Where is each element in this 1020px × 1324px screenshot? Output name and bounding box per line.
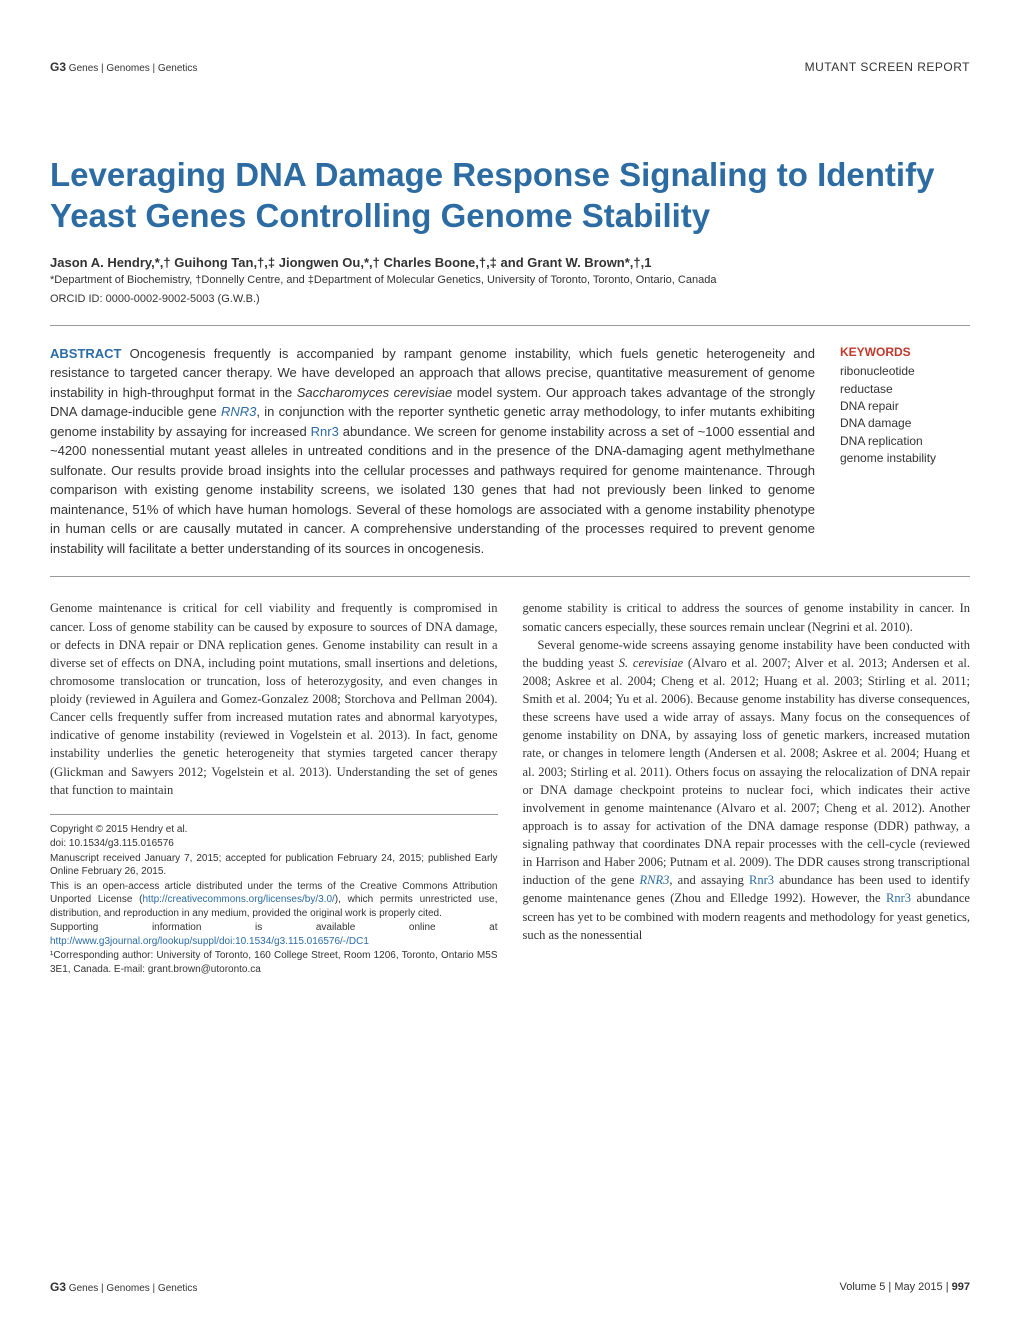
footnote-copyright: Copyright © 2015 Hendry et al. — [50, 823, 498, 837]
body-paragraph-2: genome stability is critical to address … — [523, 599, 971, 635]
page-footer: G3 Genes | Genomes | Genetics Volume 5 |… — [50, 1280, 970, 1294]
footnotes: Copyright © 2015 Hendry et al. doi: 10.1… — [50, 814, 498, 977]
keyword-item: genome instability — [840, 450, 970, 467]
abstract-gene-rnr3[interactable]: RNR3 — [221, 404, 256, 419]
body-paragraph-1: Genome maintenance is critical for cell … — [50, 599, 498, 798]
footnote-doi: doi: 10.1534/g3.115.016576 — [50, 837, 498, 851]
article-title: Leveraging DNA Damage Response Signaling… — [50, 154, 970, 237]
journal-g3-logo: G3 — [50, 60, 66, 74]
gene-rnr3-link[interactable]: RNR3 — [640, 873, 670, 887]
top-bar: G3 Genes | Genomes | Genetics MUTANT SCR… — [50, 60, 970, 74]
body-columns: Genome maintenance is critical for cell … — [50, 599, 970, 977]
orcid-id: ORCID ID: 0000-0002-9002-5003 (G.W.B.) — [50, 293, 970, 305]
keyword-item: DNA repair — [840, 398, 970, 415]
divider-bottom — [50, 576, 970, 577]
supporting-url-link[interactable]: http://www.g3journal.org/lookup/suppl/do… — [50, 936, 369, 947]
body-paragraph-3: Several genome-wide screens assaying gen… — [523, 636, 971, 944]
abstract-protein-rnr3[interactable]: Rnr3 — [311, 424, 339, 439]
abstract-part4: abundance. We screen for genome instabil… — [50, 424, 815, 556]
keywords-sidebar: KEYWORDS ribonucleotide reductase DNA re… — [840, 344, 970, 559]
abstract-text: ABSTRACT Oncogenesis frequently is accom… — [50, 344, 815, 559]
section-label: MUTANT SCREEN REPORT — [805, 60, 970, 74]
protein-rnr3-link-2[interactable]: Rnr3 — [886, 891, 911, 905]
keyword-item: DNA damage — [840, 415, 970, 432]
column-right: genome stability is critical to address … — [523, 599, 971, 977]
keyword-item: ribonucleotide reductase — [840, 363, 970, 398]
protein-rnr3-link[interactable]: Rnr3 — [749, 873, 774, 887]
abstract-label: ABSTRACT — [50, 346, 122, 361]
authors-line: Jason A. Hendry,*,† Guihong Tan,†,‡ Jion… — [50, 255, 970, 270]
abstract-block: ABSTRACT Oncogenesis frequently is accom… — [50, 344, 970, 559]
journal-brand-header: G3 Genes | Genomes | Genetics — [50, 60, 197, 74]
footnote-supporting: Supporting information is available onli… — [50, 921, 498, 948]
footer-journal-subtitle: Genes | Genomes | Genetics — [69, 1283, 198, 1294]
species-name: S. cerevisiae — [619, 656, 683, 670]
license-url-link[interactable]: http://creativecommons.org/licenses/by/3… — [142, 894, 334, 905]
footnote-license: This is an open-access article distribut… — [50, 880, 498, 921]
footer-g3-logo: G3 — [50, 1280, 66, 1294]
keyword-item: DNA replication — [840, 433, 970, 450]
keywords-label: KEYWORDS — [840, 344, 970, 361]
page-container: G3 Genes | Genomes | Genetics MUTANT SCR… — [0, 0, 1020, 1007]
journal-subtitle: Genes | Genomes | Genetics — [69, 63, 198, 74]
divider-top — [50, 325, 970, 326]
footnote-corresponding: ¹Corresponding author: University of Tor… — [50, 949, 498, 976]
column-left: Genome maintenance is critical for cell … — [50, 599, 498, 977]
footer-issue: Volume 5 | May 2015 | — [840, 1281, 949, 1293]
footnote-received: Manuscript received January 7, 2015; acc… — [50, 852, 498, 879]
journal-brand-footer: G3 Genes | Genomes | Genetics — [50, 1280, 197, 1294]
abstract-species: Saccharomyces cerevisiae — [297, 385, 453, 400]
footer-page-number: 997 — [952, 1281, 970, 1293]
footer-issue-info: Volume 5 | May 2015 | 997 — [840, 1281, 970, 1293]
affiliations: *Department of Biochemistry, †Donnelly C… — [50, 273, 970, 288]
